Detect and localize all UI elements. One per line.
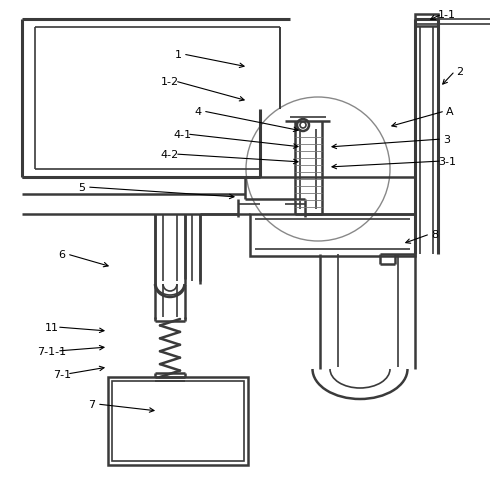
Text: 4-1: 4-1 (173, 130, 191, 140)
Circle shape (300, 123, 306, 129)
Text: 4-2: 4-2 (161, 150, 179, 160)
Text: 1-1: 1-1 (438, 10, 456, 20)
Bar (108, 377, 248, 465)
Text: 7-1: 7-1 (53, 369, 71, 379)
Text: 1: 1 (174, 50, 181, 60)
Text: 7-1-1: 7-1-1 (37, 346, 67, 356)
Text: A: A (446, 107, 454, 117)
Text: 4: 4 (195, 107, 201, 117)
Bar (250, 214, 415, 257)
Text: 1-2: 1-2 (161, 77, 179, 87)
Text: 6: 6 (58, 249, 66, 259)
Bar (415, 15, 438, 27)
Text: 2: 2 (457, 67, 464, 77)
Text: 7: 7 (88, 399, 96, 409)
Text: 3: 3 (443, 135, 450, 145)
Text: 8: 8 (431, 229, 439, 240)
Bar (112, 381, 244, 461)
Text: 5: 5 (78, 182, 85, 193)
Text: 3-1: 3-1 (438, 157, 456, 166)
Text: 11: 11 (45, 322, 59, 333)
